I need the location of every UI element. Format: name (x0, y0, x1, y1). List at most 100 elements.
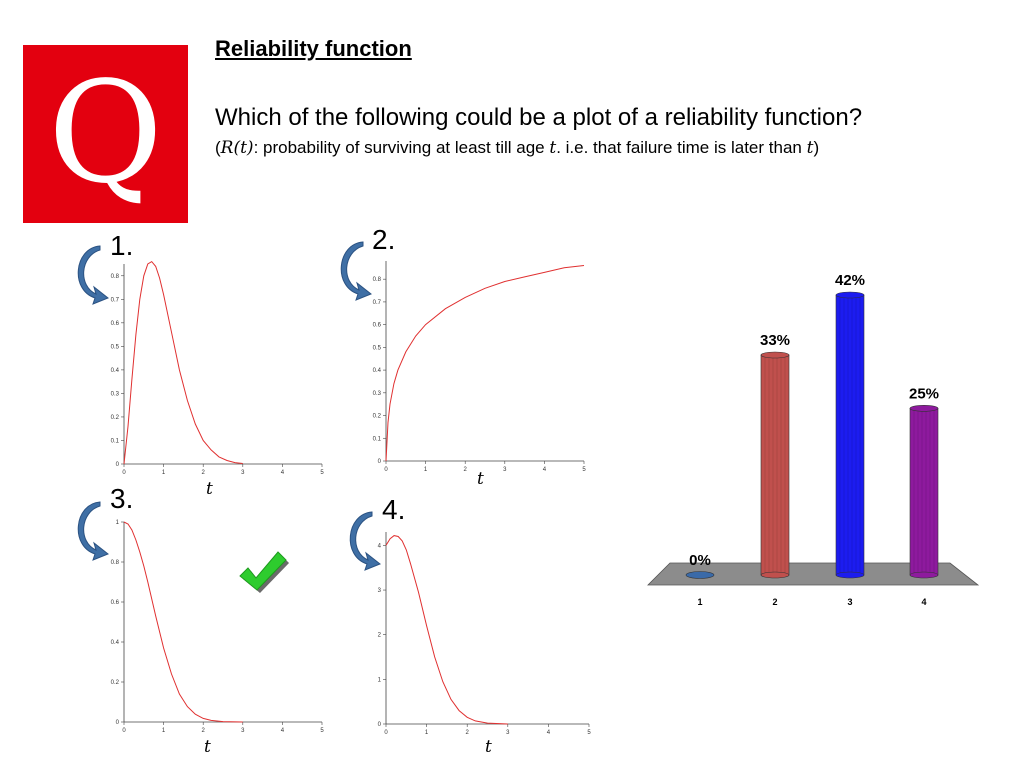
bar-data-label: 25% (909, 385, 939, 402)
x-tick-label: 1 (162, 728, 166, 734)
x-tick-label: 0 (384, 730, 388, 736)
plot-3-xlabel: t (204, 737, 211, 757)
y-tick-label: 0.7 (373, 300, 382, 306)
x-tick-label: 1 (425, 730, 429, 736)
bar-base (760, 571, 790, 579)
category-label: 4 (921, 597, 926, 607)
y-tick-label: 0.3 (373, 391, 382, 397)
bar-3 (835, 291, 865, 579)
x-tick-label: 3 (503, 467, 507, 473)
x-tick-label: 0 (122, 728, 126, 734)
y-tick-label: 3 (378, 588, 382, 594)
curved-arrow-shape (77, 501, 109, 561)
check-mark-icon (239, 551, 289, 593)
option-1-number: 1. (110, 230, 134, 261)
x-tick-label: 2 (464, 467, 468, 473)
x-tick-label: 4 (281, 728, 285, 734)
y-tick-label: 0.1 (111, 438, 120, 444)
y-tick-label: 0.2 (111, 680, 120, 686)
y-tick-label: 0.4 (373, 368, 382, 374)
x-tick-label: 2 (202, 728, 206, 734)
x-tick-label: 5 (320, 470, 324, 476)
q-logo: Q (23, 45, 188, 223)
definition-note: (R(t): probability of surviving at least… (215, 138, 819, 158)
y-tick-label: 0.6 (373, 323, 382, 329)
x-tick-label: 5 (320, 728, 324, 734)
page-title: Reliability function (215, 36, 412, 61)
y-tick-label: 0.2 (111, 415, 120, 421)
curved-arrow-icon-1 (77, 245, 109, 305)
bar-1 (685, 571, 715, 579)
note-mid: : probability of surviving at least till… (253, 138, 550, 157)
bar-data-label: 0% (689, 552, 711, 569)
plot-2-xlabel: t (477, 469, 484, 489)
y-tick-label: 2 (378, 633, 382, 639)
bar-base (909, 571, 939, 579)
note-var: R(t) (220, 138, 254, 158)
y-tick-label: 0.6 (111, 600, 120, 606)
note-close: ) (813, 138, 820, 157)
plot-1-xlabel: t (206, 479, 213, 499)
y-tick-label: 0.4 (111, 368, 120, 374)
plot-option-3: 0 1 2 3 4 5 0 0.2 0.4 0.6 0.8 1 (111, 520, 325, 734)
option-3-number: 3. (110, 483, 134, 514)
plot-option-2: 0 1 2 3 4 5 0 0.1 0.2 0.3 0.4 0.5 0.6 0.7 0.8 (373, 261, 586, 473)
y-tick-label: 0.5 (373, 345, 382, 351)
option-2-number: 2. (372, 224, 396, 255)
plot-option-4: 0 1 2 3 4 5 0 1 2 3 4 (378, 532, 591, 736)
option-4-number: 4. (382, 494, 406, 525)
poll-bar-chart: 0% 1 33% 2 42% 3 25% 4 (647, 272, 980, 607)
q-logo-letter: Q (48, 52, 163, 215)
x-tick-label: 1 (424, 467, 428, 473)
y-tick-label: 0.6 (111, 321, 120, 327)
x-tick-label: 2 (202, 470, 206, 476)
bar-4 (909, 405, 939, 579)
curve-line (385, 265, 585, 462)
note-mid2: . i.e. that failure time is later than (556, 138, 807, 157)
y-tick-label: 1 (116, 520, 120, 526)
y-tick-label: 0.8 (111, 560, 120, 566)
x-tick-label: 5 (587, 730, 591, 736)
x-tick-label: 0 (122, 470, 126, 476)
y-tick-label: 1 (378, 677, 382, 683)
note-t1: t (549, 138, 557, 158)
y-tick-label: 0.8 (111, 274, 120, 280)
y-tick-label: 4 (378, 543, 382, 549)
x-tick-label: 3 (506, 730, 510, 736)
curved-arrow-shape (349, 511, 381, 571)
curve-line (123, 260, 243, 465)
bar-top (835, 291, 865, 299)
y-tick-label: 0 (378, 459, 382, 465)
curve-line (123, 521, 243, 723)
x-tick-label: 3 (241, 728, 245, 734)
y-tick-label: 0.5 (111, 344, 120, 350)
category-label: 3 (847, 597, 852, 607)
plot-4-xlabel: t (485, 737, 492, 757)
bar-data-label: 42% (835, 272, 865, 289)
bar-top (760, 351, 790, 359)
bar-data-label: 33% (760, 332, 790, 349)
bar-base (835, 571, 865, 579)
y-tick-label: 0.2 (373, 414, 382, 420)
category-label: 2 (772, 597, 777, 607)
category-label: 1 (697, 597, 702, 607)
curved-arrow-icon-3 (77, 501, 109, 561)
curved-arrow-icon-2 (340, 241, 372, 301)
bar-top (909, 405, 939, 412)
y-tick-label: 0.3 (111, 391, 120, 397)
note-t2: t (806, 138, 814, 158)
y-tick-label: 0 (378, 722, 382, 728)
x-tick-label: 4 (547, 730, 551, 736)
x-tick-label: 5 (582, 467, 586, 473)
bar-body (760, 354, 790, 576)
bar-body (835, 294, 865, 576)
x-tick-label: 4 (281, 470, 285, 476)
question-text: Which of the following could be a plot o… (215, 104, 863, 131)
curved-arrow-icon-4 (349, 511, 381, 571)
x-tick-label: 0 (384, 467, 388, 473)
x-tick-label: 1 (162, 470, 166, 476)
curved-arrow-shape (77, 245, 109, 305)
x-tick-label: 4 (543, 467, 547, 473)
y-tick-label: 0.4 (111, 640, 120, 646)
note-open: ( (215, 138, 221, 157)
